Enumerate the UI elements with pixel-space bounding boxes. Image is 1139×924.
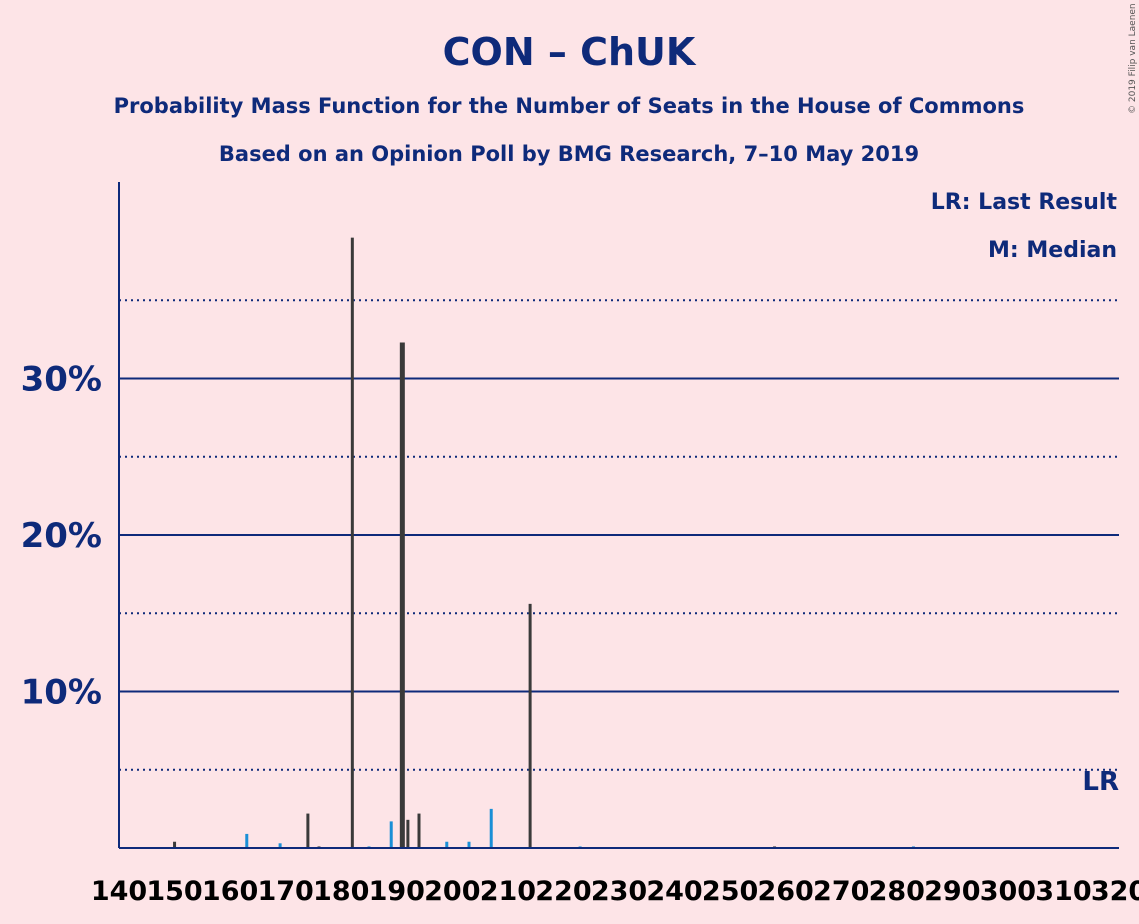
bar [528, 603, 532, 848]
bar [173, 841, 177, 848]
x-tick-label: 250 [702, 876, 758, 907]
x-tick-label: 260 [757, 876, 813, 907]
x-tick-label: 320 [1091, 876, 1139, 907]
y-tick-labels: 10% 20% 30% [21, 360, 102, 713]
bar [389, 821, 393, 848]
bar [445, 841, 449, 848]
bar [406, 819, 410, 848]
axes [118, 182, 1119, 849]
x-tick-label: 160 [202, 876, 258, 907]
x-tick-label: 290 [924, 876, 980, 907]
legend-last-result: LR: Last Result [931, 190, 1118, 215]
chart-subtitle: Probability Mass Function for the Number… [114, 94, 1025, 118]
bars [173, 237, 915, 848]
x-tick-label: 190 [369, 876, 425, 907]
y-tick-label: 10% [21, 673, 102, 713]
x-tick-label: 180 [313, 876, 369, 907]
x-tick-label: 230 [591, 876, 647, 907]
x-tick-label: 200 [424, 876, 480, 907]
chart-subtitle-2: Based on an Opinion Poll by BMG Research… [219, 142, 919, 166]
bar [245, 833, 249, 848]
chart-title: CON – ChUK [443, 30, 697, 74]
x-tick-label: 300 [980, 876, 1036, 907]
bar [489, 808, 493, 848]
x-tick-label: 270 [813, 876, 869, 907]
last-result-marker: LR [1082, 767, 1119, 797]
x-tick-label: 240 [646, 876, 702, 907]
legend-median: M: Median [988, 238, 1117, 263]
bar [417, 813, 421, 848]
bar [467, 841, 471, 848]
x-tick-label: 220 [535, 876, 591, 907]
x-tick-label: 140 [91, 876, 147, 907]
x-tick-label: 280 [869, 876, 925, 907]
bar [278, 843, 282, 848]
x-tick-labels: 140 150 160 170 180 190 200 210 220 230 240 250 260 2… [91, 876, 1139, 907]
y-tick-label: 30% [21, 360, 102, 400]
copyright: © 2019 Filip van Laenen [1128, 3, 1138, 114]
x-tick-label: 310 [1035, 876, 1091, 907]
grid-lines [119, 299, 1119, 771]
y-tick-label: 20% [21, 516, 102, 556]
bar [306, 813, 310, 848]
x-tick-label: 170 [257, 876, 313, 907]
x-tick-label: 150 [146, 876, 202, 907]
x-tick-label: 210 [480, 876, 536, 907]
bar [350, 237, 354, 848]
